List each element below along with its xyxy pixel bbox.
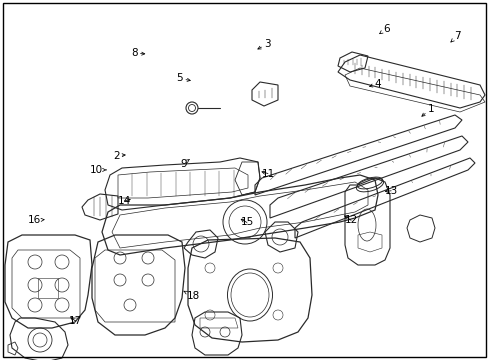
Text: 12: 12 (344, 215, 357, 225)
Text: 14: 14 (118, 196, 131, 206)
Text: 13: 13 (384, 186, 397, 196)
Text: 15: 15 (240, 217, 253, 228)
Text: 17: 17 (69, 316, 82, 326)
Text: 8: 8 (131, 48, 144, 58)
Text: 10: 10 (90, 165, 106, 175)
Text: 7: 7 (450, 31, 460, 42)
Text: 9: 9 (180, 159, 189, 169)
Text: 5: 5 (176, 73, 190, 84)
Text: 6: 6 (379, 24, 389, 34)
Text: 4: 4 (369, 79, 380, 89)
Text: 1: 1 (421, 104, 434, 116)
Text: 3: 3 (257, 39, 270, 49)
Text: 11: 11 (261, 168, 274, 179)
Text: 2: 2 (113, 150, 125, 161)
Text: 16: 16 (27, 215, 44, 225)
Text: 18: 18 (183, 291, 200, 301)
